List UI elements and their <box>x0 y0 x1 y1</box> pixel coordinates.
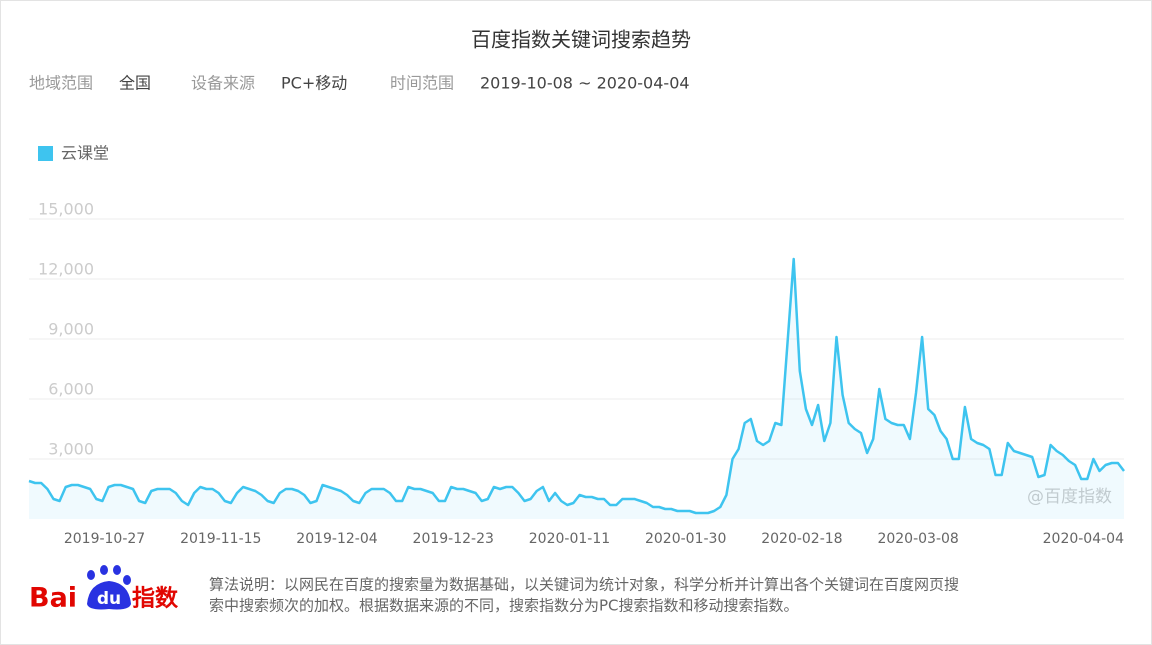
logo-paw <box>113 565 121 575</box>
y-tick-label: 12,000 <box>38 260 94 279</box>
y-tick-label: 9,000 <box>48 320 94 339</box>
x-tick-label: 2019-12-04 <box>296 531 377 547</box>
y-tick-label: 3,000 <box>48 440 94 459</box>
area <box>29 259 1124 519</box>
x-tick-label: 2019-10-27 <box>64 531 145 547</box>
filter-label: 地域范围 <box>29 74 93 93</box>
title: 百度指数关键词搜索趋势 <box>471 28 691 52</box>
logo-text: 指数 <box>132 586 179 612</box>
x-tick-label: 2020-04-04 <box>1043 531 1124 547</box>
logo-paw <box>123 575 131 585</box>
x-tick-label: 2019-12-23 <box>413 531 494 547</box>
logo-paw <box>87 581 131 610</box>
legend-label: 云课堂 <box>61 144 109 163</box>
filter-label: 时间范围 <box>390 74 454 93</box>
logo-text: du <box>97 589 121 609</box>
x-tick-label: 2020-01-30 <box>645 531 726 547</box>
y-tick-label: 6,000 <box>48 380 94 399</box>
logo: Bai du 指数 <box>29 565 179 614</box>
legend-swatch <box>38 146 53 161</box>
line <box>28 257 1125 515</box>
logo-paw <box>87 570 95 580</box>
logo-paw <box>100 565 108 575</box>
note: 算法说明：以网民在百度的搜索量为数据基础，以关键词为统计对象，科学分析并计算出各… <box>209 576 959 594</box>
x-tick-label: 2020-02-18 <box>761 531 842 547</box>
filter-value: 全国 <box>119 74 151 93</box>
filter-value: PC+移动 <box>281 74 347 93</box>
note: 索中搜索频次的加权。根据数据来源的不同，搜索指数分为PC搜索指数和移动搜索指数。 <box>209 597 799 615</box>
x-tick-label: 2020-03-08 <box>877 531 958 547</box>
x-tick-label: 2019-11-15 <box>180 531 261 547</box>
filter-label: 设备来源 <box>191 74 255 93</box>
y-tick-label: 15,000 <box>38 200 94 219</box>
watermark: @百度指数 <box>1027 487 1112 507</box>
logo-text: Bai <box>29 583 77 614</box>
x-tick-label: 2020-01-11 <box>529 531 610 547</box>
filter-value: 2019-10-08 ~ 2020-04-04 <box>480 74 690 93</box>
